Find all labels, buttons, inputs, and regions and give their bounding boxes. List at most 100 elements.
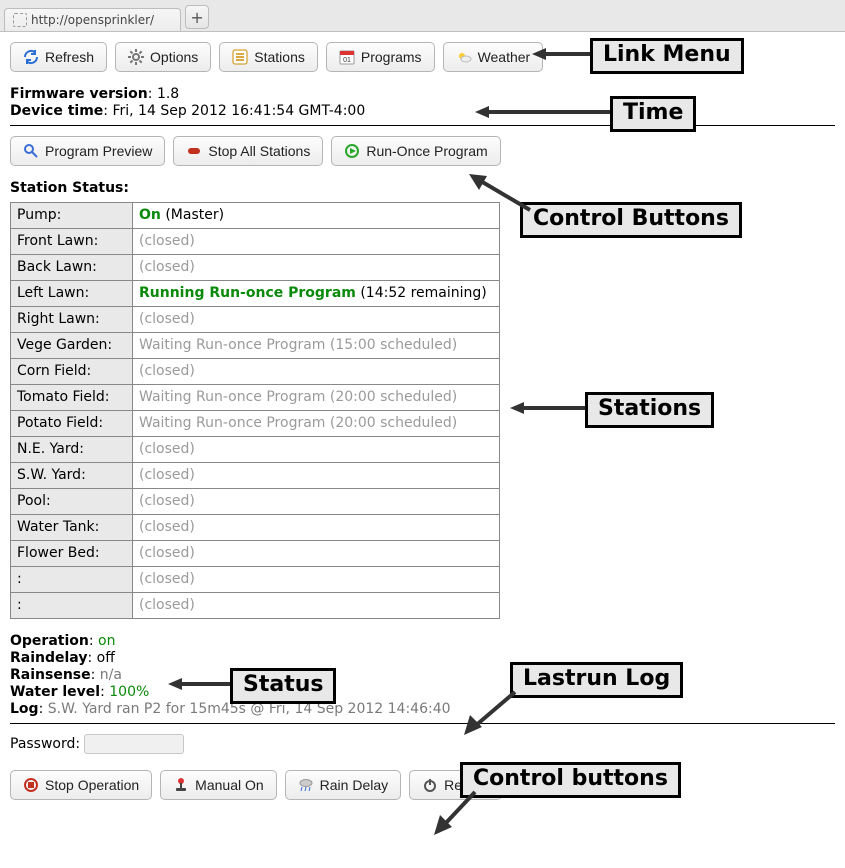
stop-all-button[interactable]: Stop All Stations [173, 136, 323, 166]
play-icon [344, 143, 360, 159]
operation-label: Operation [10, 633, 89, 649]
programs-button[interactable]: 01 Programs [326, 42, 435, 72]
station-status: Waiting Run-once Program (15:00 schedule… [133, 333, 500, 359]
annot-control-bottom: Control buttons [460, 762, 681, 798]
favicon-placeholder-icon [13, 13, 27, 27]
station-name: Pool: [11, 489, 133, 515]
annot-control-buttons: Control Buttons [520, 202, 742, 238]
table-row: Tomato Field:Waiting Run-once Program (2… [11, 385, 500, 411]
joystick-icon [173, 777, 189, 793]
arrow-time-icon [475, 104, 610, 120]
svg-text:01: 01 [343, 57, 351, 64]
log-label: Log [10, 701, 39, 717]
browser-tabbar: http://opensprinkler/ + [0, 0, 845, 32]
annot-status: Status [230, 668, 336, 704]
table-row: Water Tank:(closed) [11, 515, 500, 541]
table-row: S.W. Yard:(closed) [11, 463, 500, 489]
arrow-status-icon [168, 676, 230, 692]
weather-button[interactable]: Weather [443, 42, 544, 72]
station-name: Corn Field: [11, 359, 133, 385]
rainsense-label: Rainsense [10, 667, 91, 683]
plus-icon: + [190, 8, 203, 27]
arrow-stations-icon [510, 400, 585, 416]
raindelay-value: off [97, 650, 115, 666]
firmware-line: Firmware version: 1.8 [10, 86, 835, 102]
rain-delay-button[interactable]: Rain Delay [285, 770, 401, 800]
annot-stations: Stations [585, 392, 714, 428]
station-name: Water Tank: [11, 515, 133, 541]
station-status: (closed) [133, 593, 500, 619]
manual-on-button[interactable]: Manual On [160, 770, 276, 800]
sun-icon [456, 49, 472, 65]
station-name: Flower Bed: [11, 541, 133, 567]
table-row: Front Lawn:(closed) [11, 229, 500, 255]
station-status: Waiting Run-once Program (20:00 schedule… [133, 385, 500, 411]
station-name: Left Lawn: [11, 281, 133, 307]
station-name: : [11, 567, 133, 593]
station-name: Pump: [11, 203, 133, 229]
refresh-label: Refresh [45, 49, 94, 65]
stations-table: Pump:On (Master)Front Lawn:(closed)Back … [10, 202, 500, 619]
stations-label: Stations [254, 49, 305, 65]
stop-all-label: Stop All Stations [208, 143, 310, 159]
status-block: Operation: on Raindelay: off Rainsense: … [10, 633, 835, 717]
station-name: Front Lawn: [11, 229, 133, 255]
station-status: (closed) [133, 307, 500, 333]
programs-label: Programs [361, 49, 422, 65]
options-label: Options [150, 49, 198, 65]
weather-label: Weather [478, 49, 531, 65]
annot-lastrun: Lastrun Log [510, 662, 683, 698]
rain-icon [298, 777, 314, 793]
control-buttons-top: Program Preview Stop All Stations Run-On… [10, 136, 835, 166]
annot-link-menu: Link Menu [590, 38, 744, 74]
station-status: Running Run-once Program (14:52 remainin… [133, 281, 500, 307]
options-button[interactable]: Options [115, 42, 211, 72]
run-once-label: Run-Once Program [366, 143, 487, 159]
list-icon [232, 49, 248, 65]
run-once-button[interactable]: Run-Once Program [331, 136, 500, 166]
waterlevel-value: 100% [109, 684, 149, 700]
table-row: :(closed) [11, 567, 500, 593]
station-name: Potato Field: [11, 411, 133, 437]
station-status: (closed) [133, 359, 500, 385]
waterlevel-label: Water level [10, 684, 100, 700]
table-row: Pool:(closed) [11, 489, 500, 515]
station-name: N.E. Yard: [11, 437, 133, 463]
station-status: (closed) [133, 463, 500, 489]
arrow-control-bottom-icon [430, 787, 480, 837]
station-status: (closed) [133, 437, 500, 463]
rainsense-value: n/a [100, 667, 122, 683]
stop-circle-icon [23, 777, 39, 793]
refresh-icon [23, 49, 39, 65]
refresh-button[interactable]: Refresh [10, 42, 107, 72]
tab-url: http://opensprinkler/ [31, 13, 154, 27]
stop-operation-button[interactable]: Stop Operation [10, 770, 152, 800]
table-row: :(closed) [11, 593, 500, 619]
station-status: (closed) [133, 255, 500, 281]
firmware-label: Firmware version [10, 86, 148, 102]
password-row: Password: [10, 734, 835, 754]
new-tab-button[interactable]: + [185, 5, 209, 29]
station-name: S.W. Yard: [11, 463, 133, 489]
divider-2 [10, 723, 835, 724]
program-preview-button[interactable]: Program Preview [10, 136, 165, 166]
password-input[interactable] [84, 734, 184, 754]
arrow-lastrun-icon [460, 687, 520, 737]
table-row: Back Lawn:(closed) [11, 255, 500, 281]
operation-value: on [98, 633, 115, 649]
station-status: (closed) [133, 567, 500, 593]
annot-time: Time [610, 96, 696, 132]
divider [10, 125, 835, 126]
table-row: Pump:On (Master) [11, 203, 500, 229]
stop-icon [186, 143, 202, 159]
password-label: Password: [10, 736, 80, 752]
station-status: (closed) [133, 229, 500, 255]
stations-button[interactable]: Stations [219, 42, 318, 72]
stop-operation-label: Stop Operation [45, 777, 139, 793]
browser-tab[interactable]: http://opensprinkler/ [4, 8, 181, 31]
station-status: (closed) [133, 515, 500, 541]
arrow-link-menu-icon [532, 46, 590, 62]
station-name: Vege Garden: [11, 333, 133, 359]
station-name: : [11, 593, 133, 619]
station-status: (closed) [133, 489, 500, 515]
